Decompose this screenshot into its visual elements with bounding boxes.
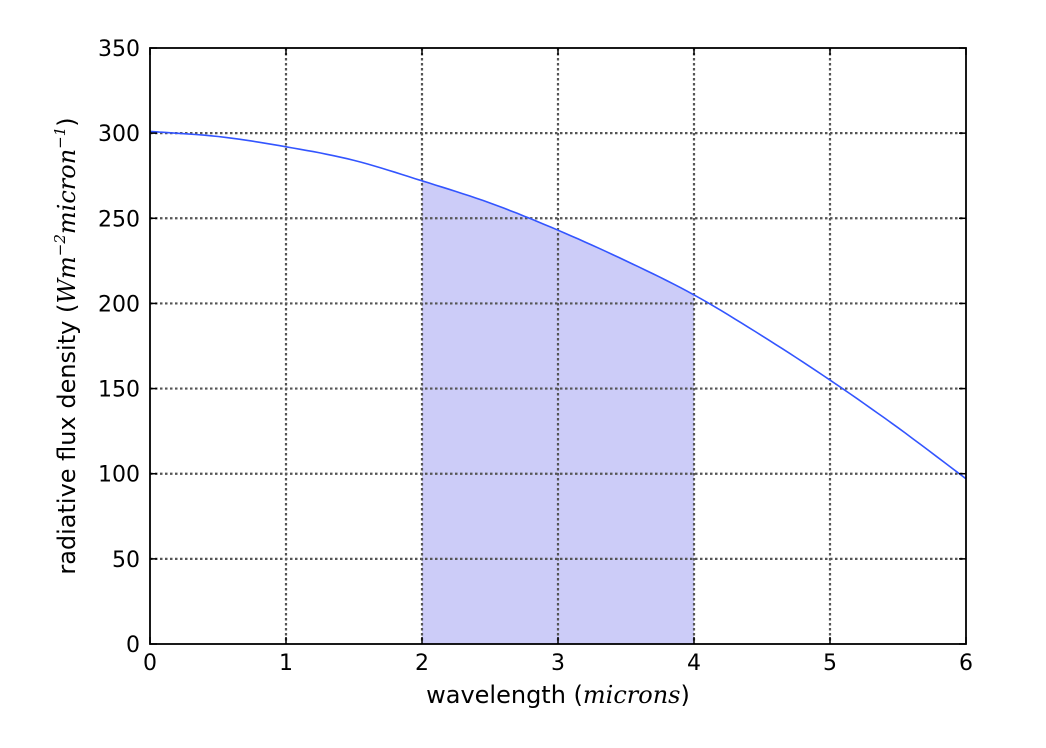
x-axis-label: wavelength (microns) — [426, 681, 690, 709]
x-axis-label-close: ) — [681, 681, 690, 709]
grid — [150, 48, 966, 644]
y-tick-label: 200 — [98, 292, 140, 317]
y-tick-label: 250 — [98, 207, 140, 232]
y-tick-labels: 0 50 100 150 200 250 300 350 — [98, 37, 140, 658]
series-line — [149, 130, 967, 480]
x-tick-label: 2 — [415, 651, 429, 676]
shaded-region-layer — [422, 180, 694, 645]
y-axis-label: radiative flux density (Wm−2micron−1) — [51, 117, 81, 574]
y-axis-label-unit-exp2: −1 — [51, 127, 69, 149]
y-tick-label: 150 — [98, 378, 140, 403]
y-tick-label: 300 — [98, 122, 140, 147]
x-tick-label: 0 — [143, 651, 157, 676]
shaded-region — [422, 180, 694, 645]
x-tick-label: 1 — [279, 651, 293, 676]
x-tick-label: 5 — [823, 651, 837, 676]
x-axis-label-text: wavelength ( — [426, 681, 583, 709]
y-tick-label: 50 — [112, 548, 140, 573]
tick-marks — [149, 47, 967, 645]
x-tick-labels: 0 1 2 3 4 5 6 — [143, 651, 973, 676]
x-axis-label-unit: microns — [583, 681, 681, 709]
y-tick-label: 100 — [98, 463, 140, 488]
x-tick-label: 3 — [551, 651, 565, 676]
x-tick-label: 4 — [687, 651, 701, 676]
y-axis-label-text: radiative flux density ( — [53, 304, 81, 575]
y-axis-label-unit-mid: micron — [53, 149, 81, 234]
series-layer — [149, 130, 967, 480]
y-tick-label: 350 — [98, 37, 140, 62]
y-tick-label: 0 — [126, 633, 140, 658]
y-axis-label-unit-base: Wm — [53, 256, 81, 303]
y-axis-label-close: ) — [53, 117, 81, 126]
y-axis-label-unit-exp1: −2 — [51, 234, 69, 256]
x-tick-label: 6 — [959, 651, 973, 676]
